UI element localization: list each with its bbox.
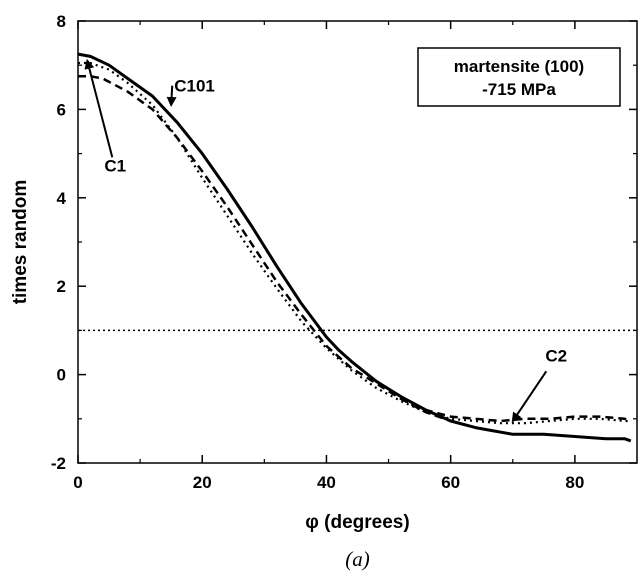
y-tick-label-4: 6 [57, 100, 66, 119]
annotation-arrow-0 [166, 85, 177, 107]
x-tick-label-2: 40 [317, 473, 336, 492]
y-tick-label-1: 0 [57, 366, 66, 385]
series-line-dashed-3 [400, 397, 632, 423]
x-tick-label-3: 60 [441, 473, 460, 492]
figure-caption: (a) [345, 547, 370, 571]
y-axis-label: times random [10, 180, 31, 305]
x-axis-label: φ (degrees) [305, 512, 409, 533]
y-tick-label-3: 4 [57, 189, 67, 208]
legend-frame [417, 47, 621, 107]
x-tick-label-1: 20 [193, 473, 212, 492]
annotation-arrow-2 [511, 370, 548, 423]
series-layer [77, 52, 632, 443]
legend-line-stress: -715 MPa [482, 80, 556, 99]
series-line-dotted-2 [78, 61, 631, 425]
x-tick-label-4: 80 [565, 473, 584, 492]
annotation-label-c101: C101 [174, 77, 215, 96]
legend-line-material: martensite (100) [454, 57, 584, 76]
annotation-arrow-1 [84, 58, 114, 158]
ticks-layer: 0 20 40 60 80 -2 0 2 4 6 8 [51, 12, 637, 492]
annotation-label-c1: C1 [104, 156, 126, 175]
y-tick-label-2: 2 [57, 277, 66, 296]
x-tick-label-0: 0 [73, 473, 82, 492]
annotation-layer: C101 C1 C2 [84, 58, 567, 423]
annotation-label-c2: C2 [545, 346, 567, 365]
series-line-dashed-1 [78, 75, 489, 432]
series-line-solid-0 [77, 52, 632, 443]
y-tick-label-0: -2 [51, 454, 66, 473]
y-tick-label-5: 8 [57, 12, 66, 31]
legend-box: martensite (100) -715 MPa [417, 47, 621, 107]
